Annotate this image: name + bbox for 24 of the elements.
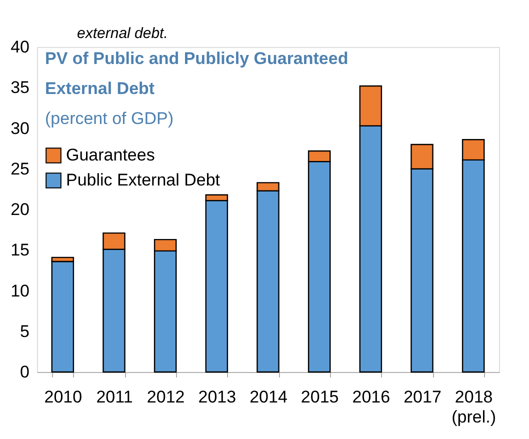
x-tick-label: 2012 [146,388,185,406]
x-tick-label: 2011 [96,388,133,406]
x-tick-label: 2010 [44,388,82,406]
y-tick-label: 15 [10,240,30,260]
y-tick-label: 40 [10,38,30,56]
y-tick-label: 10 [10,281,30,300]
x-tick-label: 2016 [352,388,390,406]
x-tick-label: 2015 [300,388,339,406]
text: PV of Public and Publicly Guaranteed External Debt [45,49,348,98]
x-tick-label: 2014 [250,388,288,406]
y-tick-label: 30 [10,118,30,138]
y-tick-label: 25 [10,159,30,178]
x-tick-label: 2017 [404,388,442,406]
x-tick-label: 2013 [198,388,236,406]
text: external debt. [77,25,168,42]
y-tick-label: 35 [10,78,30,98]
text: (percent of GDP) [45,109,174,128]
y-tick-label: 0 [20,362,30,382]
bar [51,260,74,373]
y-tick-label: 5 [20,322,30,341]
x-tick-label: 2018 (prel.) [452,388,496,426]
legend-label: Guarantees [66,146,155,164]
y-tick-label: 20 [10,200,30,219]
legend-label: Public External Debt [66,170,220,190]
